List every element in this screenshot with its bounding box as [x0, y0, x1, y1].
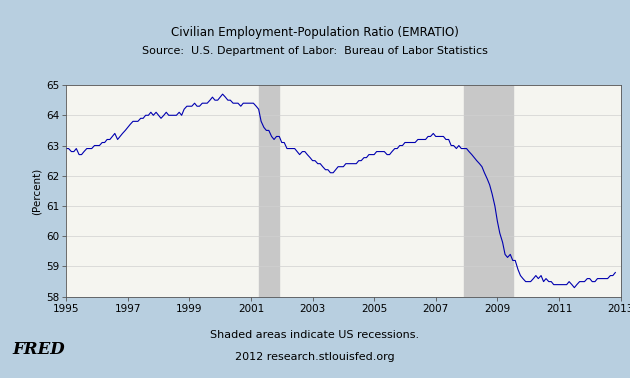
Bar [464, 85, 513, 297]
Bar [259, 85, 279, 297]
Y-axis label: (Percent): (Percent) [32, 167, 42, 215]
Text: FRED: FRED [13, 341, 66, 358]
Text: 2012 research.stlouisfed.org: 2012 research.stlouisfed.org [235, 352, 395, 362]
Text: Source:  U.S. Department of Labor:  Bureau of Labor Statistics: Source: U.S. Department of Labor: Bureau… [142, 46, 488, 56]
Text: Shaded areas indicate US recessions.: Shaded areas indicate US recessions. [210, 330, 420, 339]
Text: Civilian Employment-Population Ratio (EMRATIO): Civilian Employment-Population Ratio (EM… [171, 26, 459, 39]
